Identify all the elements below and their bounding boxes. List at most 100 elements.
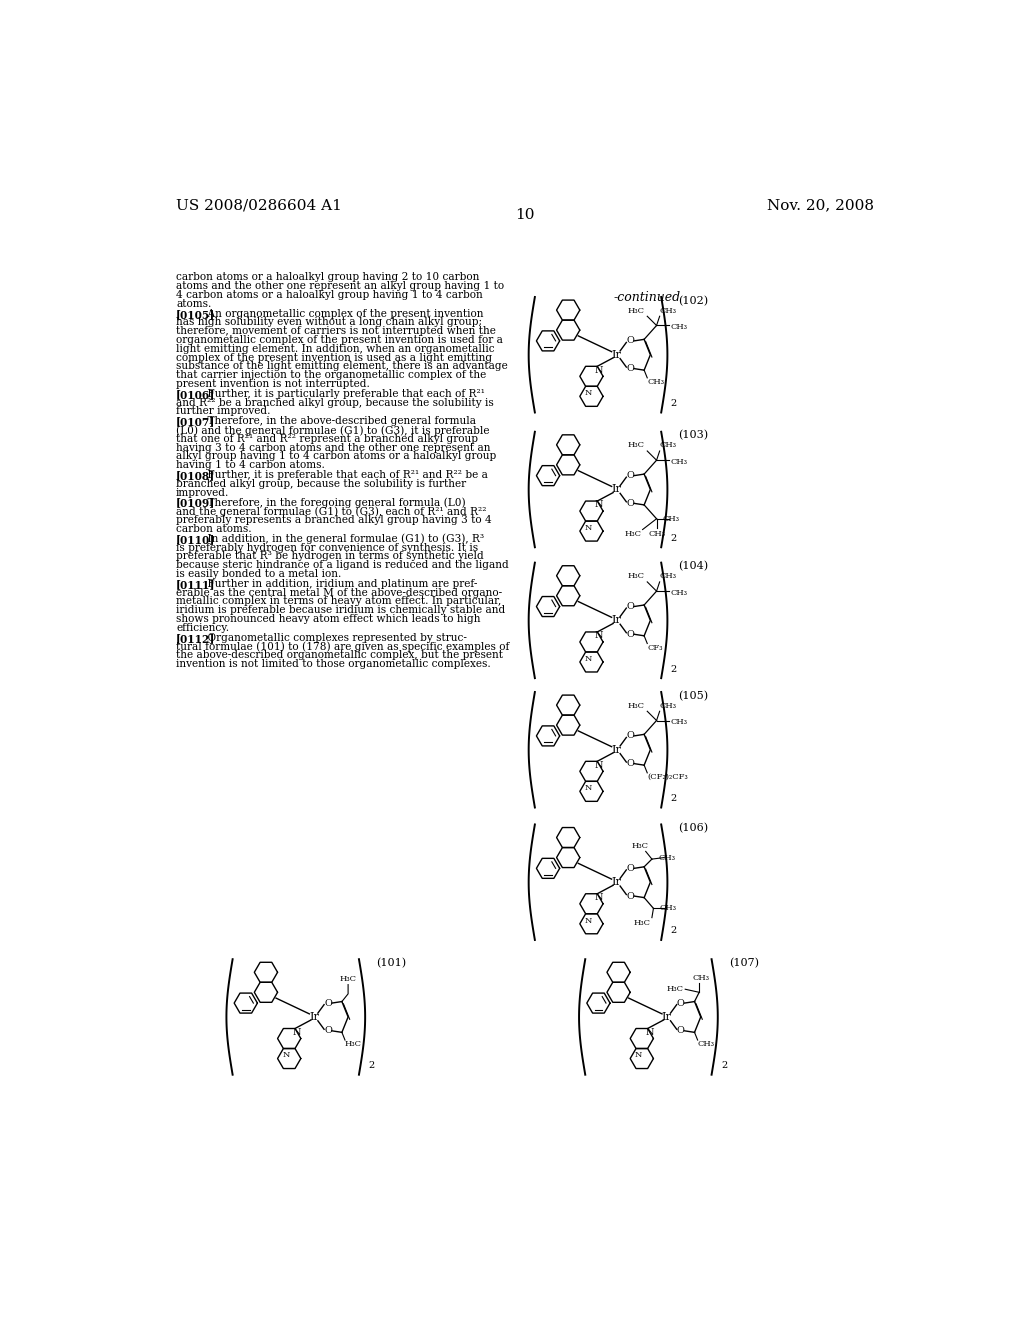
- Text: H₃C: H₃C: [627, 441, 644, 449]
- Text: Ir: Ir: [662, 1012, 672, 1022]
- Text: O: O: [627, 891, 634, 900]
- Text: -continued: -continued: [613, 290, 681, 304]
- Text: tural formulae (101) to (178) are given as specific examples of: tural formulae (101) to (178) are given …: [176, 642, 509, 652]
- Text: improved.: improved.: [176, 487, 229, 498]
- Text: N: N: [595, 500, 603, 510]
- Text: CH₃: CH₃: [658, 854, 675, 862]
- Text: O: O: [324, 999, 332, 1007]
- Text: atoms and the other one represent an alkyl group having 1 to: atoms and the other one represent an alk…: [176, 281, 504, 292]
- Text: present invention is not interrupted.: present invention is not interrupted.: [176, 379, 370, 389]
- Text: CH₃: CH₃: [671, 323, 687, 331]
- Text: O: O: [627, 499, 634, 508]
- Text: O: O: [627, 471, 634, 480]
- Text: N: N: [585, 784, 592, 792]
- Text: because steric hindrance of a ligand is reduced and the ligand: because steric hindrance of a ligand is …: [176, 560, 509, 570]
- Text: CH₃: CH₃: [659, 441, 677, 449]
- Text: [0111]: [0111]: [176, 579, 215, 590]
- Text: metallic complex in terms of heavy atom effect. In particular,: metallic complex in terms of heavy atom …: [176, 597, 502, 606]
- Text: iridium is preferable because iridium is chemically stable and: iridium is preferable because iridium is…: [176, 606, 505, 615]
- Text: Ir: Ir: [611, 484, 622, 495]
- Text: [0107]: [0107]: [176, 416, 215, 428]
- Text: N: N: [595, 760, 603, 770]
- Text: further improved.: further improved.: [176, 407, 270, 416]
- Text: (106): (106): [678, 822, 709, 833]
- Text: the above-described organometallic complex, but the present: the above-described organometallic compl…: [176, 651, 503, 660]
- Text: N: N: [293, 1028, 301, 1036]
- Text: O: O: [627, 863, 634, 873]
- Text: (103): (103): [678, 430, 709, 441]
- Text: O: O: [627, 337, 634, 346]
- Text: H₃C: H₃C: [627, 306, 644, 314]
- Text: [0105]: [0105]: [176, 309, 215, 319]
- Text: (104): (104): [678, 561, 709, 572]
- Text: having 1 to 4 carbon atoms.: having 1 to 4 carbon atoms.: [176, 461, 325, 470]
- Text: carbon atoms.: carbon atoms.: [176, 524, 252, 533]
- Text: N: N: [595, 894, 603, 902]
- Text: N: N: [635, 1052, 642, 1060]
- Text: substance of the light emitting element, there is an advantage: substance of the light emitting element,…: [176, 362, 508, 371]
- Text: H₃C: H₃C: [627, 702, 644, 710]
- Text: An organometallic complex of the present invention: An organometallic complex of the present…: [194, 309, 483, 318]
- Text: preferable that R³ be hydrogen in terms of synthetic yield: preferable that R³ be hydrogen in terms …: [176, 552, 483, 561]
- Text: erable as the central metal M of the above-described organo-: erable as the central metal M of the abo…: [176, 587, 502, 598]
- Text: [0106]: [0106]: [176, 389, 215, 400]
- Text: light emitting element. In addition, when an organometallic: light emitting element. In addition, whe…: [176, 343, 495, 354]
- Text: CH₃: CH₃: [671, 458, 687, 466]
- Text: Further, it is particularly preferable that each of R²¹: Further, it is particularly preferable t…: [194, 389, 484, 399]
- Text: Therefore, in the above-described general formula: Therefore, in the above-described genera…: [194, 416, 476, 426]
- Text: 2: 2: [671, 793, 677, 803]
- Text: CH₃: CH₃: [663, 515, 680, 523]
- Text: Ir: Ir: [611, 744, 622, 755]
- Text: CH₃: CH₃: [659, 904, 677, 912]
- Text: that carrier injection to the organometallic complex of the: that carrier injection to the organometa…: [176, 370, 486, 380]
- Text: branched alkyl group, because the solubility is further: branched alkyl group, because the solubi…: [176, 479, 466, 488]
- Text: H₃C: H₃C: [634, 919, 650, 927]
- Text: O: O: [324, 1027, 332, 1035]
- Text: Further, it is preferable that each of R²¹ and R²² be a: Further, it is preferable that each of R…: [194, 470, 487, 480]
- Text: [0112]: [0112]: [176, 632, 215, 644]
- Text: 2: 2: [671, 927, 677, 936]
- Text: therefore, movement of carriers is not interrupted when the: therefore, movement of carriers is not i…: [176, 326, 496, 337]
- Text: has high solubility even without a long chain alkyl group;: has high solubility even without a long …: [176, 317, 482, 327]
- Text: N: N: [645, 1028, 654, 1036]
- Text: Ir: Ir: [611, 878, 622, 887]
- Text: [0110]: [0110]: [176, 533, 215, 545]
- Text: shows pronounced heavy atom effect which leads to high: shows pronounced heavy atom effect which…: [176, 614, 480, 624]
- Text: N: N: [595, 366, 603, 375]
- Text: CH₃: CH₃: [671, 718, 687, 726]
- Text: US 2008/0286604 A1: US 2008/0286604 A1: [176, 198, 342, 213]
- Text: 2: 2: [671, 399, 677, 408]
- Text: O: O: [627, 364, 634, 374]
- Text: H₃C: H₃C: [340, 975, 356, 983]
- Text: CF₃: CF₃: [647, 644, 663, 652]
- Text: Organometallic complexes represented by struc-: Organometallic complexes represented by …: [194, 632, 467, 643]
- Text: organometallic complex of the present invention is used for a: organometallic complex of the present in…: [176, 335, 503, 345]
- Text: (105): (105): [678, 690, 709, 701]
- Text: preferably represents a branched alkyl group having 3 to 4: preferably represents a branched alkyl g…: [176, 515, 492, 525]
- Text: (101): (101): [376, 958, 407, 968]
- Text: Therefore, in the foregoing general formula (L0): Therefore, in the foregoing general form…: [194, 498, 466, 508]
- Text: H₃C: H₃C: [624, 529, 641, 537]
- Text: efficiency.: efficiency.: [176, 623, 229, 632]
- Text: [0109]: [0109]: [176, 498, 215, 508]
- Text: (CF₂)₂CF₃: (CF₂)₂CF₃: [647, 774, 688, 781]
- Text: and the general formulae (G1) to (G3), each of R²¹ and R²²: and the general formulae (G1) to (G3), e…: [176, 507, 486, 517]
- Text: Ir: Ir: [611, 615, 622, 626]
- Text: that one of R²¹ and R²² represent a branched alkyl group: that one of R²¹ and R²² represent a bran…: [176, 434, 478, 444]
- Text: (102): (102): [678, 296, 709, 306]
- Text: 2: 2: [369, 1061, 375, 1071]
- Text: CH₃: CH₃: [697, 1040, 715, 1048]
- Text: is easily bonded to a metal ion.: is easily bonded to a metal ion.: [176, 569, 341, 579]
- Text: invention is not limited to those organometallic complexes.: invention is not limited to those organo…: [176, 659, 490, 669]
- Text: O: O: [627, 602, 634, 611]
- Text: and R²² be a branched alkyl group, because the solubility is: and R²² be a branched alkyl group, becau…: [176, 397, 494, 408]
- Text: CH₃: CH₃: [648, 529, 665, 537]
- Text: H₃C: H₃C: [632, 842, 649, 850]
- Text: 2: 2: [671, 664, 677, 673]
- Text: 4 carbon atoms or a haloalkyl group having 1 to 4 carbon: 4 carbon atoms or a haloalkyl group havi…: [176, 290, 482, 300]
- Text: 2: 2: [721, 1061, 727, 1071]
- Text: Nov. 20, 2008: Nov. 20, 2008: [767, 198, 873, 213]
- Text: (107): (107): [729, 958, 759, 968]
- Text: [0108]: [0108]: [176, 470, 215, 480]
- Text: is preferably hydrogen for convenience of synthesis. It is: is preferably hydrogen for convenience o…: [176, 543, 478, 553]
